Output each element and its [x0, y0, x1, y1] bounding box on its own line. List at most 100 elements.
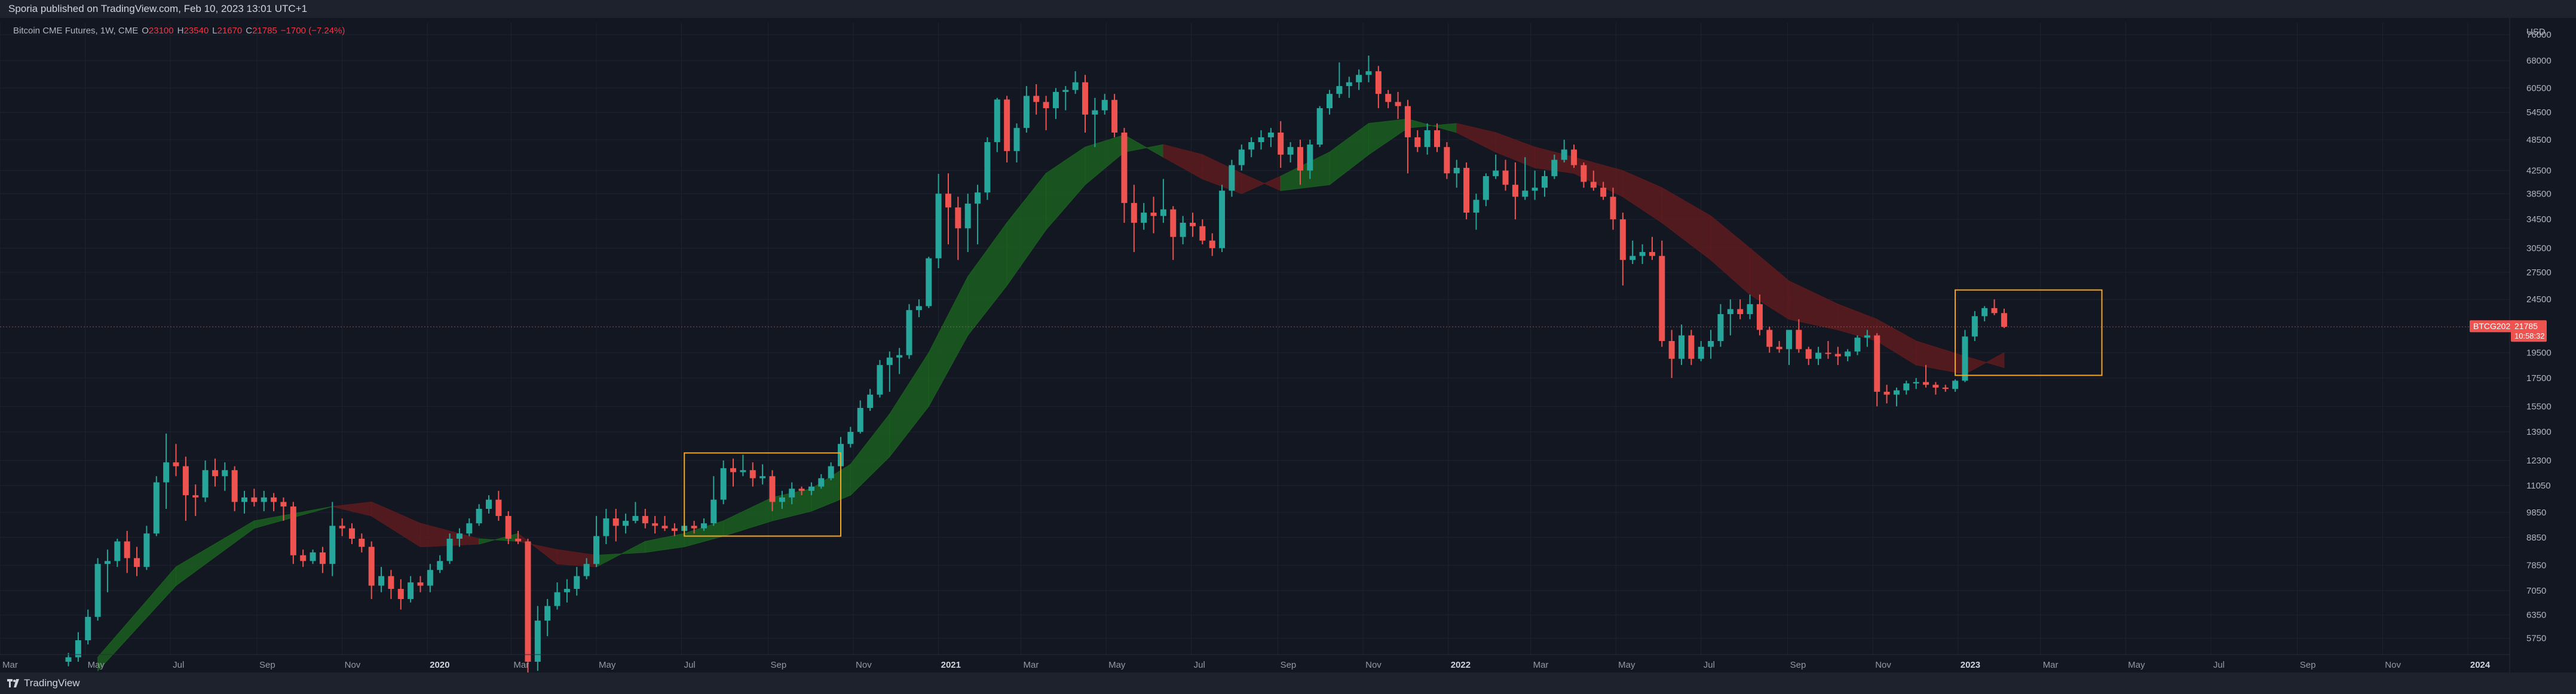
cloud-segment [596, 541, 646, 568]
cloud-segment [1280, 151, 1330, 191]
candle-body [1834, 354, 1841, 357]
price-tick-label: 7050 [2526, 586, 2546, 596]
candle-body [563, 589, 570, 592]
time-tick-label: Mar [2043, 660, 2059, 670]
candle-body [896, 355, 903, 358]
tradingview-logo[interactable]: TradingView [7, 677, 80, 690]
cloud-segment [1123, 134, 1164, 158]
cloud-segment [175, 520, 255, 586]
candle-body [1883, 391, 1890, 395]
candle-body [1737, 309, 1744, 314]
candle-body [1903, 383, 1910, 391]
candle-body [1796, 330, 1802, 349]
time-axis[interactable]: Mar May Jul Sep Nov 2020 Mar May Jul Sep Nov 2021 Ma… [0, 654, 2510, 670]
price-tag [2511, 320, 2547, 342]
cloud-segment [517, 533, 558, 565]
candle-body [779, 497, 785, 502]
candle-body [847, 432, 854, 444]
candle-body [1688, 335, 1695, 359]
candle-body [1414, 137, 1421, 148]
candle-body [486, 499, 492, 509]
price-tick-label: 76000 [2526, 30, 2552, 40]
candle-body [1659, 256, 1665, 341]
candle-body [368, 546, 375, 586]
candle-body [1698, 346, 1704, 359]
candle-body [740, 470, 746, 472]
symbol-tag-text: BTCG2023 [2473, 321, 2515, 331]
candle-body [828, 466, 834, 478]
candle-body [1600, 188, 1607, 197]
cloud-segment [1661, 187, 1711, 261]
candle-body [310, 552, 316, 561]
candle-body [1874, 335, 1880, 392]
candle-body [603, 518, 609, 536]
cloud-segment [332, 501, 372, 517]
cloud-segment [1964, 352, 2005, 375]
legend-close-label: C [246, 26, 253, 36]
candle-body [85, 616, 91, 641]
cloud-segment [479, 533, 519, 545]
candle-body [1092, 110, 1098, 115]
cloud-segment [1163, 144, 1203, 180]
candle-body [104, 561, 111, 564]
price-tick-label: 17500 [2526, 373, 2552, 383]
candle-body [769, 476, 776, 502]
candle-body [1062, 90, 1069, 92]
candle-body [1708, 340, 1714, 347]
time-tick-label: Nov [345, 660, 361, 670]
cloud-segment [1916, 340, 1965, 374]
candle-body [456, 533, 462, 539]
candle-body [1267, 132, 1274, 137]
time-tick-label: Mar [2, 660, 18, 670]
time-tick-label: Mar [1533, 660, 1549, 670]
price-tick-label: 15500 [2526, 401, 2552, 412]
candle-body [1727, 309, 1733, 314]
candle-body [1189, 222, 1196, 226]
candle-body [700, 523, 707, 529]
candle-body [789, 489, 795, 498]
legend-symbol: Bitcoin CME Futures, 1W, CME [13, 26, 139, 36]
candle-body [251, 497, 258, 502]
time-tick-label: Sep [1790, 660, 1806, 670]
candle-body [114, 541, 121, 561]
legend-open: 23100 [148, 26, 174, 36]
time-tick-label: May [1108, 660, 1126, 670]
candle-body [1639, 251, 1646, 256]
candle-body [1776, 346, 1782, 349]
cloud-segment [967, 222, 1007, 337]
candle-body [691, 526, 697, 529]
candle-body [1336, 86, 1343, 94]
candle-body [1981, 308, 1988, 317]
candle-body [623, 521, 629, 526]
candle-body [945, 194, 951, 208]
price-tag-countdown: 10:58:32 [2514, 331, 2545, 340]
candle-body [397, 589, 404, 599]
time-tick-label: Jul [173, 660, 184, 670]
price-tick-label: 27500 [2526, 268, 2552, 278]
candle-body [1033, 96, 1040, 102]
candle-body [1248, 142, 1255, 150]
candle-body [1297, 147, 1303, 171]
candle-body [1229, 165, 1235, 191]
candle-body [525, 541, 531, 662]
candle-body [2001, 313, 2007, 327]
price-tick-label: 48500 [2526, 135, 2552, 145]
cloud-segment [889, 351, 929, 458]
candle-body [1463, 168, 1470, 213]
candle-body [300, 555, 307, 561]
candle-body [1493, 170, 1499, 176]
tradingview-logo-icon [7, 679, 19, 687]
candle-body [1287, 147, 1294, 155]
candle-body [1854, 337, 1861, 352]
candle-body [554, 592, 560, 606]
candle-body [642, 515, 648, 524]
candle-body [1434, 130, 1441, 148]
candle-body [1101, 100, 1108, 110]
candle-body [759, 476, 766, 478]
candle-body [1375, 71, 1382, 94]
symbol-legend: Bitcoin CME Futures, 1W, CME O23100 H235… [13, 26, 345, 36]
time-tick-label: May [2128, 660, 2145, 670]
